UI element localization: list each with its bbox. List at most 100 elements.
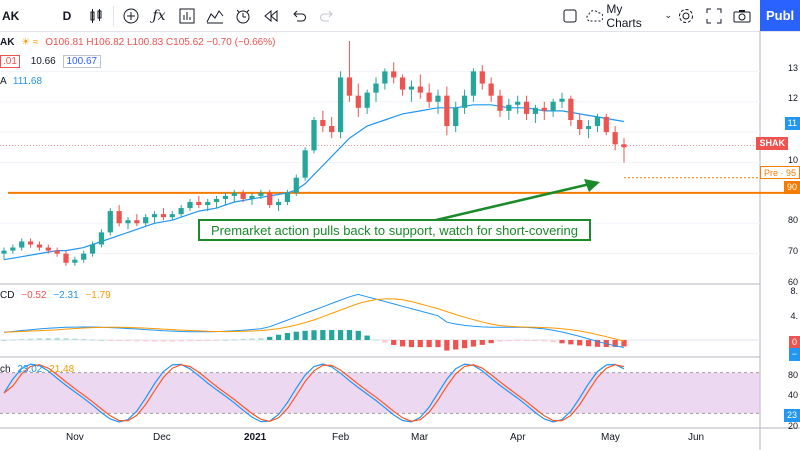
signal-line: [3, 298, 625, 342]
candle-body: [81, 253, 87, 260]
macd-histogram-bar: [36, 338, 43, 340]
candle-body: [461, 95, 468, 108]
macd-histogram-bar: [550, 340, 556, 343]
stoch-tag: 23: [783, 409, 800, 422]
date-label: 2021: [244, 432, 267, 443]
publish-button[interactable]: Publ: [760, 0, 800, 31]
macd-histogram-bar: [470, 340, 477, 347]
candle-body: [621, 144, 627, 148]
annotation-callout[interactable]: Premarket action pulls back to support, …: [198, 219, 591, 241]
price-axis-label: 60: [787, 277, 798, 287]
macd-histogram-bar: [594, 340, 601, 347]
timeframe-button[interactable]: D: [62, 8, 72, 23]
price-axis-label: 12: [787, 93, 798, 103]
candle-body: [169, 214, 175, 218]
layout-square-icon[interactable]: [556, 0, 584, 31]
macd-histogram-bar: [391, 340, 397, 345]
candle-body: [515, 101, 521, 105]
candle-body: [417, 86, 423, 93]
date-label: Dec: [153, 432, 171, 443]
macd-v1: −0.52: [21, 290, 47, 301]
candle-body: [213, 198, 220, 202]
price-axis-label: 13: [787, 63, 798, 73]
macd-histogram-bar: [568, 340, 574, 345]
my-charts-button[interactable]: My Charts ⌄: [584, 0, 672, 31]
symbol-search[interactable]: AK: [2, 8, 20, 23]
legend-val-box: 100.67: [62, 55, 102, 68]
stoch-label: ch: [0, 364, 11, 375]
legend-symbol: AK: [0, 37, 15, 48]
sun-icon: ☀ ≈: [21, 37, 39, 48]
macd-legend: CD −0.52 −2.31 −1.79: [0, 290, 111, 301]
symbol-price-tag: SHAK: [756, 137, 788, 150]
macd-histogram-bar: [196, 340, 202, 341]
camera-icon[interactable]: [728, 0, 756, 31]
candle-body: [337, 77, 344, 133]
date-label: Mar: [411, 432, 429, 443]
candle-body: [134, 220, 140, 224]
compare-add-icon[interactable]: [117, 0, 145, 31]
candle-body: [187, 201, 193, 209]
macd-histogram-bar: [479, 340, 485, 345]
macd-histogram-bar: [515, 340, 521, 341]
macd-histogram-bar: [169, 340, 175, 342]
candles-icon[interactable]: [82, 0, 110, 31]
templates-icon[interactable]: [201, 0, 229, 31]
candle-body: [470, 71, 477, 96]
stoch-legend: ch 23.02 21.48: [0, 364, 74, 375]
macd-histogram-bar: [98, 339, 105, 341]
candle-body: [275, 201, 282, 206]
stoch-axis-label: 40: [787, 390, 798, 400]
macd-histogram-bar: [178, 340, 184, 342]
macd-histogram-bar: [231, 339, 237, 341]
date-label: Jun: [688, 432, 705, 443]
indicators-icon[interactable]: ƒx: [152, 7, 166, 24]
macd-histogram-bar: [45, 338, 51, 340]
candle-body: [10, 247, 16, 251]
macd-histogram-bar: [205, 340, 211, 341]
candle-body: [72, 259, 78, 263]
premarket-price-tag: Pre · 95: [759, 166, 800, 179]
redo-icon[interactable]: [313, 0, 341, 31]
macd-tag-2: −: [788, 348, 800, 361]
date-label: Feb: [332, 432, 350, 443]
macd-histogram-bar: [364, 335, 370, 340]
macd-histogram-bar: [426, 340, 432, 348]
replay-icon[interactable]: [257, 0, 285, 31]
macd-histogram-bar: [453, 340, 459, 350]
date-label: Nov: [66, 432, 84, 443]
candle-body: [240, 192, 246, 199]
macd-histogram-bar: [116, 340, 122, 341]
ma-legend: A 111.68: [0, 76, 42, 87]
top-toolbar: AK D ƒx My Charts ⌄: [0, 0, 800, 32]
candle-body: [89, 244, 96, 254]
stoch-band: [0, 372, 760, 414]
candle-body: [143, 217, 149, 224]
stoch-v2: 21.48: [49, 364, 75, 375]
macd-histogram-bar: [275, 334, 282, 340]
alert-clock-icon[interactable]: [229, 0, 257, 31]
candle-body: [45, 247, 51, 251]
candle-body: [107, 211, 113, 233]
stoch-axis-label: 80: [787, 370, 798, 380]
macd-histogram-bar: [399, 340, 406, 347]
stoch-pane: [0, 363, 760, 423]
macd-histogram-bar: [19, 339, 25, 341]
ma-value: 111.68: [12, 76, 43, 87]
price-axis-label: 80: [787, 215, 798, 225]
candle-body: [382, 71, 388, 84]
gear-icon[interactable]: [672, 0, 700, 31]
arrow-head: [584, 179, 600, 192]
candle-body: [116, 211, 122, 224]
my-charts-label: My Charts: [606, 1, 642, 30]
price-axis-label: 70: [787, 246, 798, 256]
macd-histogram-bar: [355, 330, 361, 340]
macd-axis-label: 4.: [790, 311, 798, 321]
candle-body: [479, 71, 485, 84]
bar-chart-icon[interactable]: [173, 0, 201, 31]
fullscreen-icon[interactable]: [700, 0, 728, 31]
macd-tag: 0: [788, 336, 800, 349]
undo-icon[interactable]: [285, 0, 313, 31]
ma-label: A: [0, 76, 7, 87]
